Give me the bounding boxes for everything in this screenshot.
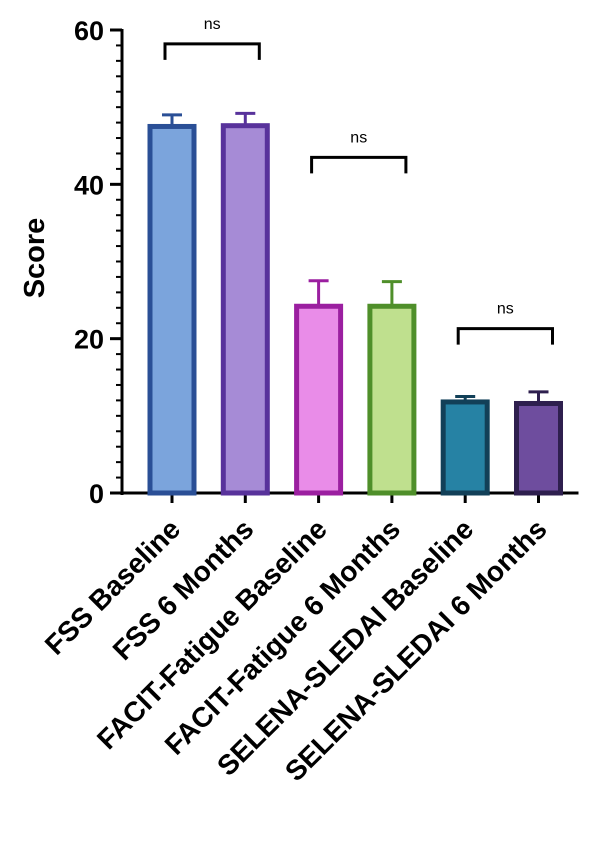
significance-brackets: ns ns ns (163, 16, 554, 345)
y-axis-title: Score (19, 218, 51, 299)
significance-bracket (163, 42, 261, 60)
y-tick-label: 40 (74, 170, 104, 200)
significance-label: ns (497, 301, 514, 318)
significance-bracket (456, 327, 554, 345)
bar (220, 123, 270, 496)
y-tick-label: 0 (89, 479, 104, 509)
bar (367, 303, 417, 496)
y-tick-label: 20 (74, 325, 104, 355)
significance-label: ns (204, 16, 221, 33)
significance-label: ns (350, 129, 367, 146)
bars (147, 111, 563, 496)
y-axis: 0 20 40 60 (74, 16, 579, 509)
bar (294, 303, 344, 496)
bar (147, 123, 197, 496)
y-tick-label: 60 (74, 16, 104, 46)
bar (514, 400, 563, 496)
bar (440, 399, 490, 496)
significance-bracket (310, 155, 408, 174)
